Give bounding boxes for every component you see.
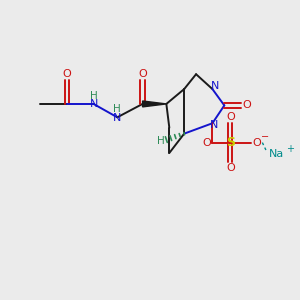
- Text: O: O: [253, 138, 261, 148]
- Text: O: O: [226, 112, 235, 122]
- Text: H: H: [113, 104, 121, 114]
- Text: Na: Na: [269, 149, 284, 160]
- Text: N: N: [90, 99, 98, 109]
- Polygon shape: [142, 101, 166, 107]
- Text: O: O: [138, 69, 147, 79]
- Text: −: −: [261, 132, 269, 142]
- Text: H: H: [157, 136, 165, 146]
- Text: S: S: [226, 136, 235, 149]
- Text: O: O: [243, 100, 252, 110]
- Text: +: +: [286, 144, 294, 154]
- Text: N: N: [113, 112, 122, 123]
- Text: N: N: [211, 81, 219, 91]
- Text: O: O: [202, 138, 211, 148]
- Text: O: O: [226, 164, 235, 173]
- Text: N: N: [210, 120, 218, 130]
- Text: H: H: [90, 91, 98, 100]
- Text: O: O: [62, 69, 71, 79]
